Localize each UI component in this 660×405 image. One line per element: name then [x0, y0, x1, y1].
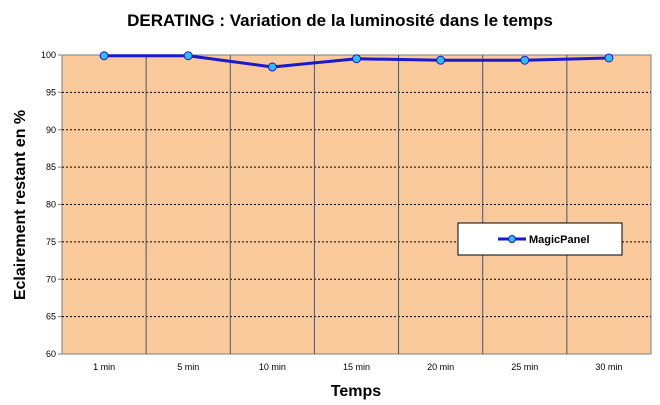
- legend: MagicPanel: [457, 222, 623, 256]
- y-axis-ticks: 60 65 70 75 80 85 90 95 100: [41, 50, 62, 359]
- y-tick-label: 65: [46, 312, 56, 322]
- x-tick-label: 30 min: [595, 362, 622, 372]
- series-layer: [99, 51, 614, 72]
- x-tick-label: 10 min: [259, 362, 286, 372]
- y-tick-label: 80: [46, 200, 56, 210]
- x-tick-label: 5 min: [177, 362, 199, 372]
- x-tick-label: 25 min: [511, 362, 538, 372]
- legend-label: MagicPanel: [529, 234, 590, 246]
- y-tick-label: 85: [46, 162, 56, 172]
- y-tick-label: 95: [46, 87, 56, 97]
- data-point: [604, 53, 614, 63]
- plot-background: [61, 54, 652, 355]
- legend-marker: [508, 235, 516, 243]
- y-tick-label: 60: [46, 349, 56, 359]
- x-axis-title: Temps: [331, 383, 381, 400]
- x-tick-label: 1 min: [93, 362, 115, 372]
- category-separators: [145, 55, 568, 354]
- data-point: [99, 51, 109, 61]
- x-tick-label: 15 min: [343, 362, 370, 372]
- y-axis-title: Eclairement restant en %: [12, 110, 29, 300]
- plot-area: [61, 51, 652, 355]
- y-tick-label: 70: [46, 274, 56, 284]
- data-point: [436, 55, 446, 65]
- data-point: [520, 55, 530, 65]
- legend-box: [457, 222, 623, 256]
- data-point: [183, 51, 193, 61]
- y-tick-label: 90: [46, 125, 56, 135]
- data-point: [352, 54, 361, 64]
- data-point: [267, 62, 277, 72]
- x-axis-ticks: 1 min 5 min 10 min 15 min 20 min 25 min 30 min: [93, 362, 622, 372]
- chart-title: DERATING : Variation de la luminosité da…: [127, 11, 553, 30]
- x-tick-label: 20 min: [427, 362, 454, 372]
- y-tick-label: 100: [41, 50, 56, 60]
- y-tick-label: 75: [46, 237, 56, 247]
